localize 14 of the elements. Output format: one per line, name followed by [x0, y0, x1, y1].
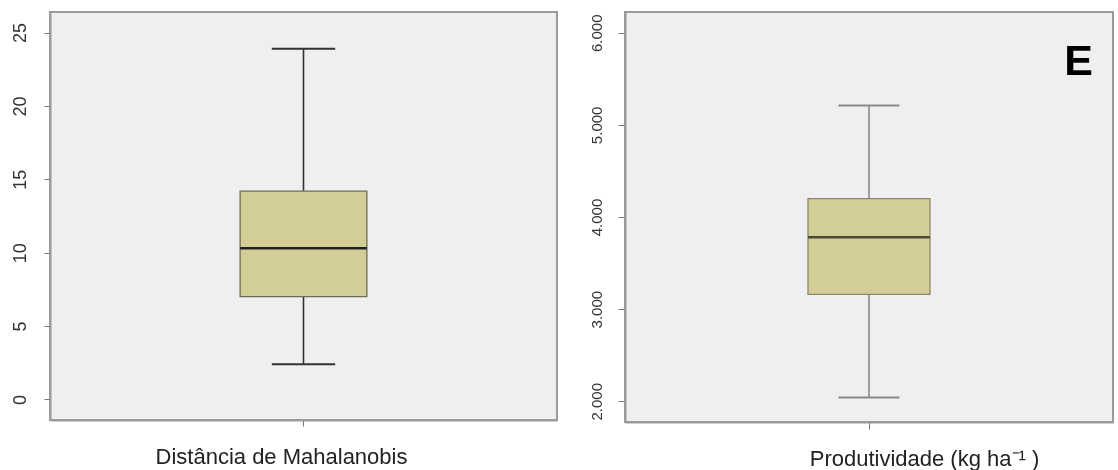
y-tick-label: 10 [9, 243, 30, 264]
x-axis-title: Distância de Mahalanobis [155, 443, 408, 469]
y-tick-label: 0 [9, 394, 30, 405]
y-tick-label: 3.000 [587, 290, 605, 329]
annotation: E [1064, 36, 1093, 84]
y-tick-label: 15 [9, 169, 30, 190]
y-tick-label: 5.000 [587, 106, 605, 145]
y-tick-label: 5 [9, 321, 30, 332]
y-tick-label: 4.000 [587, 198, 605, 237]
x-axis-title: Produtividade (kg ha⁻¹ ) [809, 445, 1040, 470]
y-tick-label: 2.000 [587, 383, 605, 421]
y-tick-label: 25 [9, 23, 30, 44]
y-tick-label: 20 [9, 96, 30, 117]
y-tick-label: 6.000 [587, 14, 605, 52]
